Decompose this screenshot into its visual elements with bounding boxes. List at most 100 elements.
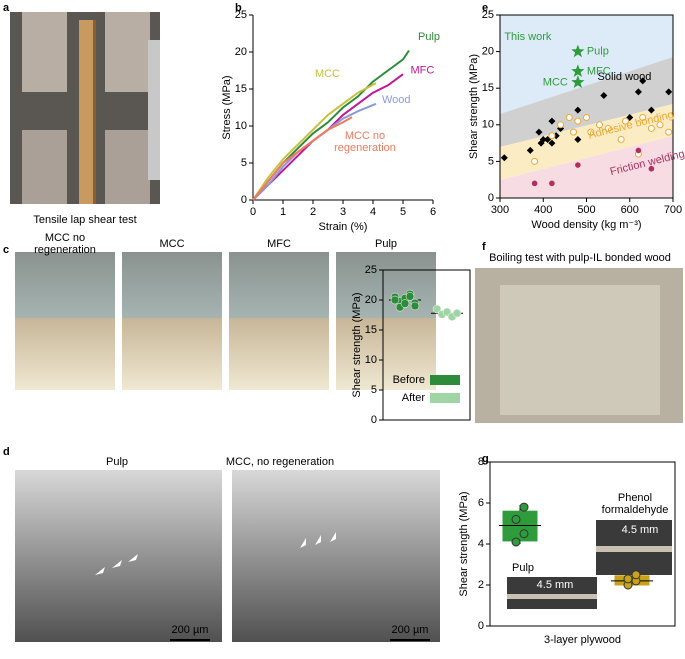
- y-axis-label: Shear strength (MPa): [458, 491, 470, 596]
- point: [635, 147, 642, 154]
- x-tick-label: 500: [577, 204, 595, 216]
- point: [634, 88, 642, 96]
- point: [531, 180, 538, 187]
- chart-title: Boiling test with pulp-IL bonded wood: [489, 252, 671, 264]
- category-label: Pulp: [512, 562, 534, 574]
- photos-c: [15, 252, 436, 390]
- panel-label: d: [3, 446, 10, 458]
- point: [639, 113, 647, 121]
- point: [665, 88, 673, 96]
- series-label: Pulp: [418, 31, 440, 43]
- regions-e: [500, 15, 673, 198]
- point: [535, 128, 543, 136]
- point: [647, 106, 655, 114]
- region-label: Solid wood: [598, 71, 652, 83]
- point: [557, 124, 565, 132]
- caption-a: Tensile lap shear test: [33, 214, 136, 226]
- title-c: MCC no regeneration: [34, 232, 96, 256]
- region-label: This work: [504, 31, 552, 43]
- point: [631, 570, 641, 580]
- y-tick-label: 25: [365, 264, 377, 276]
- point: [548, 117, 556, 125]
- point: [511, 537, 521, 547]
- point-label: MCC: [543, 76, 568, 88]
- x-tick-label: 700: [664, 204, 682, 216]
- point: [621, 117, 629, 125]
- y-tick-label: 20: [365, 294, 377, 306]
- panel-label: g: [482, 453, 489, 465]
- point: [390, 295, 400, 305]
- point: [410, 301, 420, 311]
- point: [531, 157, 539, 165]
- panel-label: b: [235, 2, 242, 14]
- series-line: [252, 82, 377, 201]
- x-tick-label: 6: [430, 206, 436, 218]
- y-tick-label: 5: [371, 384, 377, 396]
- photo-a: [10, 12, 160, 204]
- point: [647, 124, 655, 132]
- y-tick-label: 20: [235, 46, 247, 58]
- panel-label: e: [482, 2, 488, 14]
- legend-swatch: [430, 393, 460, 403]
- y-tick-label: 25: [235, 9, 247, 21]
- x-tick-label: 1: [280, 206, 286, 218]
- y-tick-label: 0: [488, 192, 494, 204]
- point-label: MFC: [587, 65, 611, 77]
- title-c: MCC: [159, 238, 184, 250]
- point: [571, 64, 585, 77]
- point: [574, 106, 582, 114]
- point: [500, 154, 508, 162]
- x-tick-label: 3: [340, 206, 346, 218]
- y-tick-label: 10: [235, 120, 247, 132]
- legend-swatch: [430, 375, 460, 385]
- y-tick-label: 4: [478, 538, 484, 550]
- point: [548, 132, 556, 140]
- y-tick-label: 15: [235, 83, 247, 95]
- series-label: MCC no regeneration: [334, 130, 396, 154]
- scale-bar: 200 µm: [172, 624, 209, 636]
- point: [548, 139, 556, 147]
- point: [604, 124, 612, 132]
- point: [656, 121, 664, 129]
- point: [565, 113, 573, 121]
- y-tick-label: 6: [478, 497, 484, 509]
- point: [571, 75, 585, 88]
- legend-label: After: [402, 392, 426, 404]
- point: [574, 135, 582, 143]
- point: [575, 162, 581, 168]
- y-tick-label: 10: [365, 354, 377, 366]
- x-axis-label: Strain (%): [319, 221, 368, 233]
- point: [452, 308, 462, 318]
- panel-label: a: [3, 2, 10, 14]
- x-tick-label: 300: [491, 204, 509, 216]
- point: [511, 514, 521, 524]
- y-axis-label: Stress (MPa): [221, 75, 233, 139]
- y-tick-label: 0: [371, 414, 377, 426]
- x-tick-label: 2: [310, 206, 316, 218]
- series-label: Wood: [382, 94, 411, 106]
- point: [539, 135, 547, 143]
- y-axis-label: Shear strength (MPa): [468, 54, 480, 159]
- point: [595, 121, 603, 129]
- point: [617, 135, 625, 143]
- y-tick-label: 5: [488, 155, 494, 167]
- y-tick-label: 8: [478, 456, 484, 468]
- point: [519, 529, 529, 539]
- point-label: Pulp: [587, 46, 609, 58]
- x-axis-label: Wood density (kg m⁻³): [531, 219, 641, 231]
- point: [400, 299, 410, 308]
- inset-label: 4.5 mm: [537, 579, 574, 591]
- y-tick-label: 15: [365, 324, 377, 336]
- photos-d: [15, 470, 440, 642]
- inset-pf-layer: [596, 546, 672, 552]
- x-tick-label: 600: [621, 204, 639, 216]
- y-tick-label: 20: [482, 46, 494, 58]
- point: [623, 574, 633, 584]
- point: [519, 502, 529, 512]
- y-tick-label: 25: [482, 9, 494, 21]
- legend-label: Before: [393, 374, 425, 386]
- title-d: Pulp: [106, 456, 128, 468]
- title-c: Pulp: [375, 238, 397, 250]
- x-axis-label: 3-layer plywood: [544, 634, 621, 646]
- y-tick-label: 5: [241, 157, 247, 169]
